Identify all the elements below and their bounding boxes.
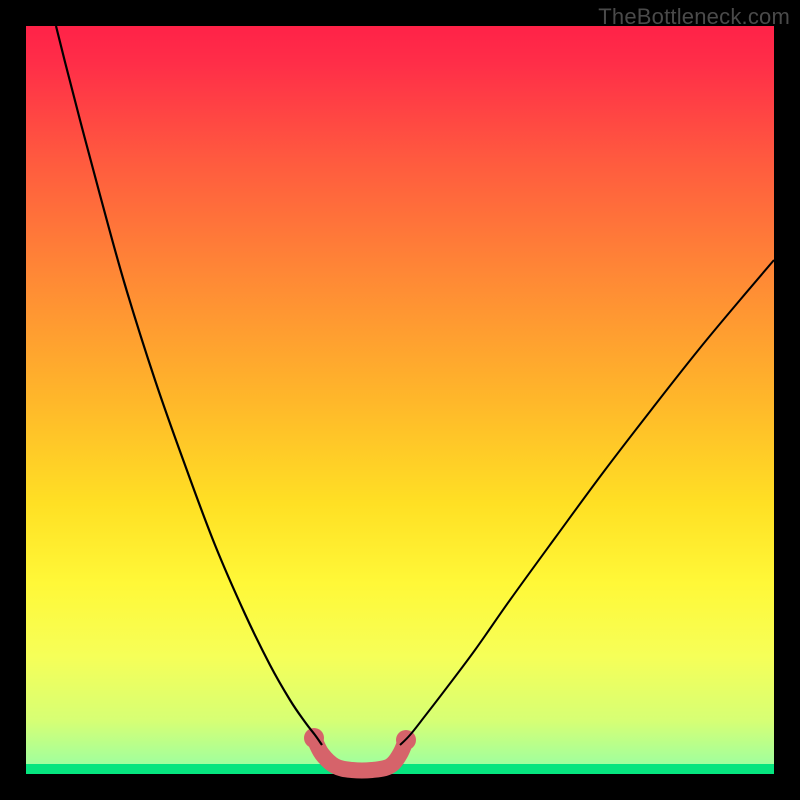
right-curve [400,260,774,745]
bottom-lobe [314,738,406,771]
chart-stage: TheBottleneck.com [0,0,800,800]
watermark-text: TheBottleneck.com [598,4,790,30]
bottleneck-chart [0,0,800,800]
left-curve [56,26,322,745]
